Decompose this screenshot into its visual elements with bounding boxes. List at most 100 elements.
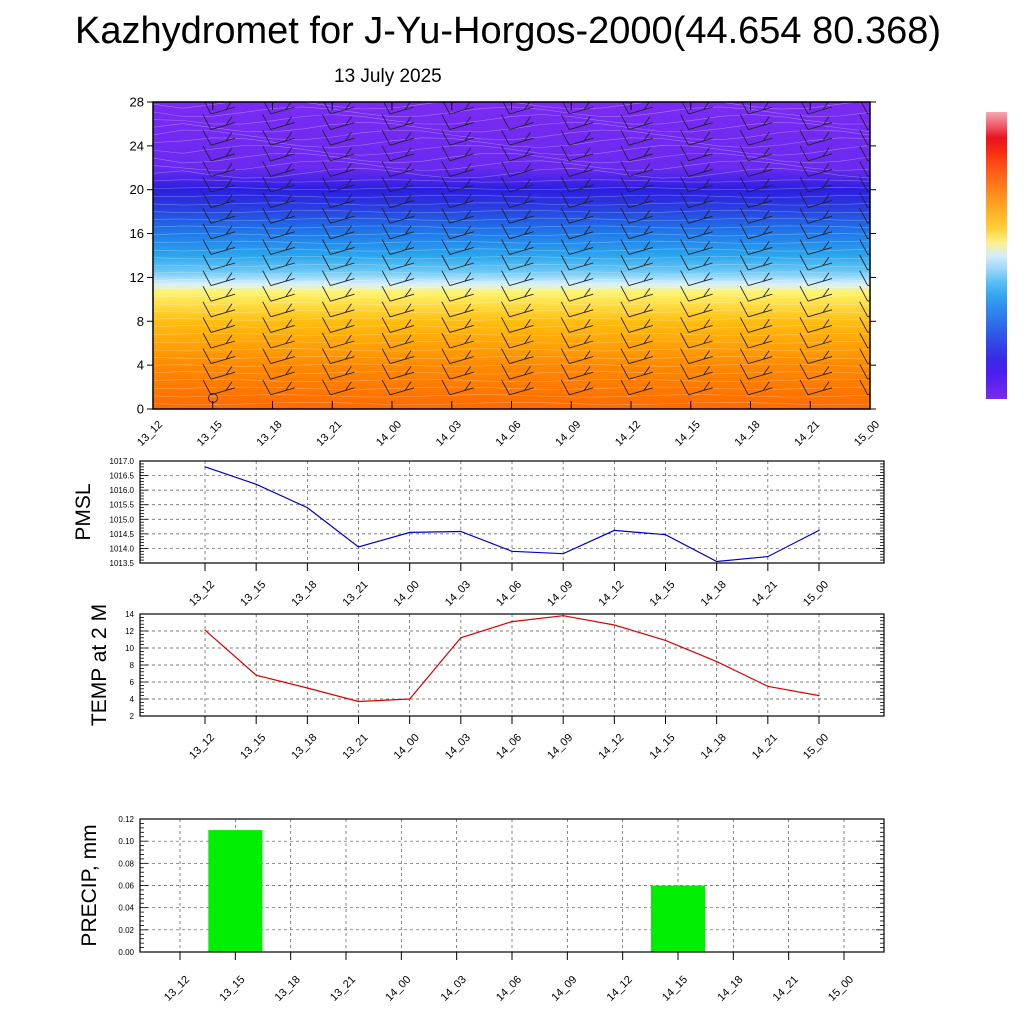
wind-barb: [441, 317, 474, 333]
wind-barb: [859, 145, 870, 162]
x-tick-label: 14_18: [715, 974, 745, 1004]
wind-barb: [441, 207, 474, 224]
wind-barb: [381, 332, 415, 349]
wind-barb: [739, 363, 773, 380]
wind-barb: [202, 270, 236, 287]
data-point: [767, 685, 769, 687]
contour-line: [153, 263, 870, 267]
x-tick-label: 13_12: [187, 579, 217, 609]
chart-date: 13 July 2025: [334, 66, 442, 87]
wind-barb: [262, 176, 295, 193]
contour-line: [153, 210, 870, 214]
wind-barb: [501, 145, 534, 162]
wind-barb: [381, 176, 415, 193]
data-point: [818, 529, 820, 531]
x-tick-label: 15_00: [852, 419, 882, 449]
wind-barb: [202, 176, 236, 193]
wind-barb: [441, 285, 474, 302]
wind-barb: [381, 129, 415, 146]
wind-barb: [799, 379, 833, 396]
x-tick-label: 14_06: [494, 579, 524, 609]
wind-barb: [322, 317, 355, 333]
contour-line: [153, 378, 870, 382]
wind-barb: [859, 223, 870, 240]
y-tick-label: 4: [137, 358, 144, 373]
y-tick-label: 8: [137, 314, 144, 329]
wind-barb: [680, 114, 713, 131]
wind-barb: [739, 129, 773, 146]
wind-barb: [799, 348, 833, 365]
wind-barb: [620, 254, 654, 271]
wind-barb: [441, 176, 474, 193]
wind-barb: [859, 285, 870, 302]
y-tick-label: 1015.0: [110, 515, 135, 524]
wind-barb: [680, 332, 713, 349]
wind-barb: [739, 145, 773, 162]
y-axis-label: TEMP at 2 M: [88, 604, 111, 726]
wind-barb: [322, 145, 355, 162]
contour-line: [153, 167, 870, 179]
wind-barb: [739, 301, 773, 318]
wind-barb: [501, 363, 534, 380]
data-point: [409, 531, 411, 534]
wind-barb: [322, 332, 355, 349]
wind-barb: [620, 332, 654, 349]
contour-line: [153, 271, 870, 275]
x-tick-label: 13_15: [238, 579, 268, 609]
wind-barb: [381, 285, 415, 302]
x-tick-label: 13_18: [289, 579, 319, 609]
wind-barb: [262, 161, 295, 177]
x-tick-label: 14_21: [792, 419, 822, 449]
x-tick-label: 13_12: [187, 732, 217, 762]
wind-barb: [560, 223, 594, 240]
x-tick-label: 14_12: [596, 732, 626, 762]
wind-barb: [441, 129, 474, 146]
y-tick-label: 0.08: [118, 859, 134, 868]
wind-barb: [262, 379, 295, 396]
wind-barb: [680, 207, 713, 224]
wind-barb: [620, 114, 654, 131]
contour-line: [153, 332, 870, 336]
wind-barb: [441, 332, 474, 349]
wind-barb: [441, 161, 474, 177]
wind-barb: [859, 161, 870, 177]
x-tick-label: 14_00: [392, 579, 422, 609]
x-tick-label: 14_06: [494, 974, 524, 1004]
wind-barb: [441, 301, 474, 318]
wind-barb: [620, 192, 654, 209]
wind-barb: [859, 363, 870, 380]
y-tick-label: 2: [130, 712, 135, 721]
wind-barb: [620, 317, 654, 333]
contour-line: [153, 294, 870, 298]
wind-barb: [381, 223, 415, 240]
contour-line: [153, 137, 870, 148]
wind-barb: [680, 145, 713, 162]
x-tick-label: 14_15: [648, 579, 678, 609]
contour-line: [153, 225, 870, 229]
contour-line: [153, 371, 870, 375]
wind-barb: [859, 207, 870, 224]
data-point: [306, 507, 308, 509]
wind-barb: [501, 317, 534, 333]
data-point: [562, 615, 564, 617]
wind-barb: [441, 379, 474, 396]
wind-barb: [680, 176, 713, 193]
x-tick-label: 14_09: [553, 419, 583, 449]
data-point: [460, 637, 462, 639]
wind-barb: [620, 301, 654, 318]
wind-barb: [202, 332, 236, 349]
wind-barb: [202, 145, 236, 162]
wind-barb: [859, 176, 870, 193]
x-tick-label: 13_21: [314, 419, 344, 449]
contour-line: [153, 187, 870, 190]
wind-barb: [381, 363, 415, 380]
colorbar-bar: [986, 112, 1007, 399]
wind-barb: [799, 285, 833, 302]
y-tick-label: 0.12: [118, 815, 134, 824]
y-tick-label: 14: [125, 610, 134, 619]
x-tick-label: 13_15: [217, 974, 247, 1004]
wind-barb: [202, 301, 236, 318]
colorbar: [986, 112, 1007, 399]
wind-barb: [739, 161, 773, 177]
wind-barb: [620, 348, 654, 365]
